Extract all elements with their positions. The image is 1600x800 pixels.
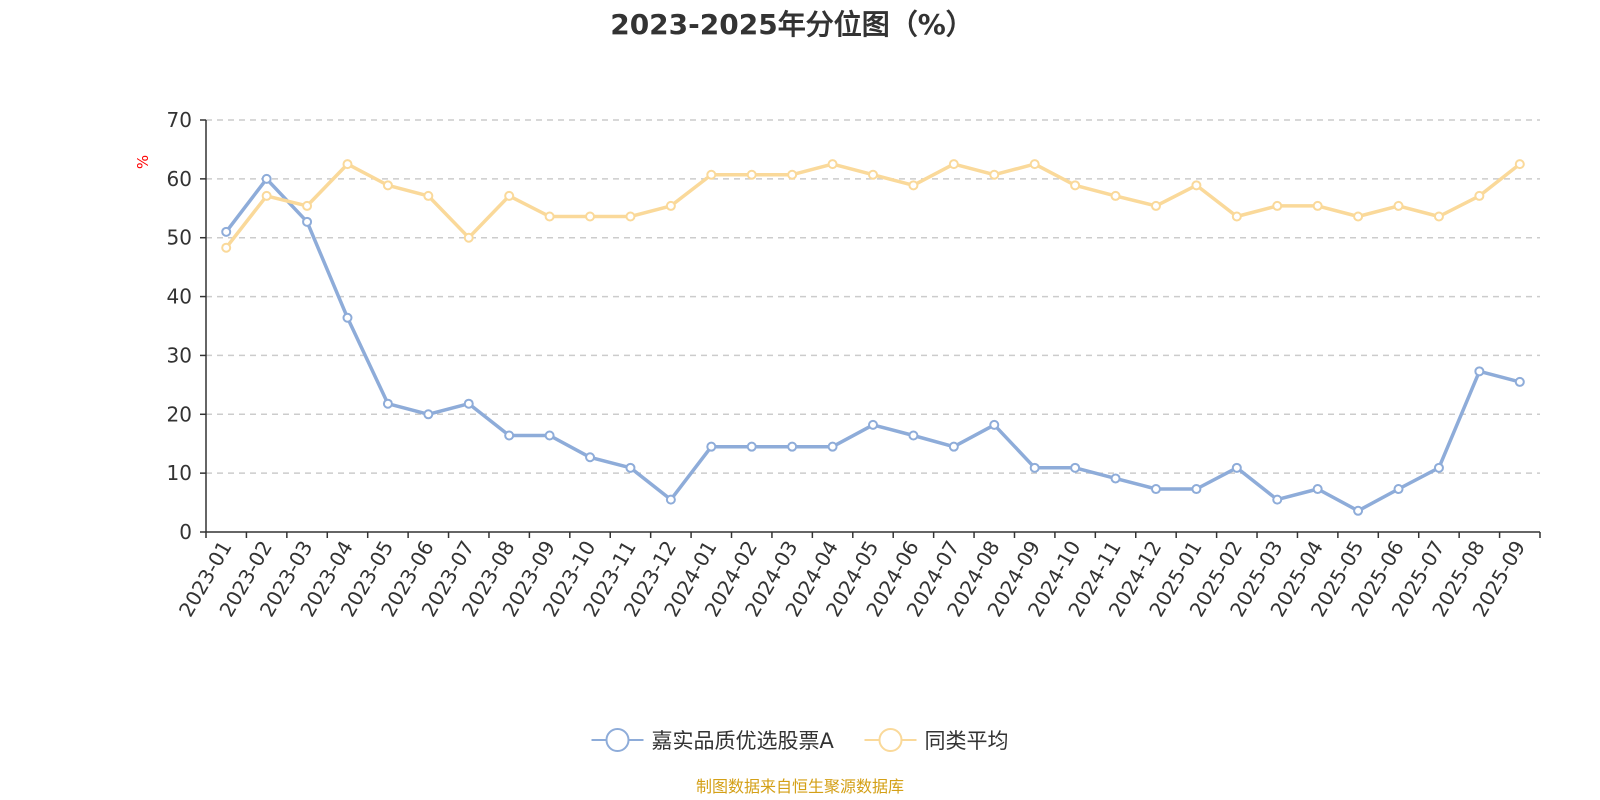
data-point[interactable] — [1150, 200, 1161, 211]
data-point[interactable] — [827, 159, 838, 170]
data-point[interactable] — [1110, 190, 1121, 201]
data-point[interactable] — [868, 419, 878, 430]
data-point[interactable] — [1393, 484, 1404, 495]
series-2 — [221, 159, 1525, 253]
y-tick-label: 10 — [167, 461, 192, 485]
data-point[interactable] — [1272, 200, 1283, 211]
data-point[interactable] — [1312, 200, 1323, 211]
series-line — [224, 177, 1521, 513]
data-point[interactable] — [1433, 211, 1444, 222]
y-tick-label: 30 — [167, 343, 192, 367]
data-point[interactable] — [787, 441, 798, 452]
data-point[interactable] — [1474, 366, 1485, 377]
series-lines — [221, 159, 1525, 516]
y-tick-label: 20 — [167, 402, 192, 426]
data-point[interactable] — [423, 190, 434, 201]
data-point[interactable] — [1231, 462, 1242, 473]
data-point[interactable] — [625, 462, 636, 473]
data-point[interactable] — [868, 169, 878, 180]
data-point[interactable] — [706, 441, 717, 452]
y-axis-unit-label: % — [134, 155, 152, 169]
data-point[interactable] — [1514, 159, 1525, 170]
data-point[interactable] — [544, 430, 555, 441]
data-point[interactable] — [787, 169, 798, 180]
data-point[interactable] — [908, 180, 919, 191]
data-point[interactable] — [1070, 462, 1081, 473]
data-point[interactable] — [1353, 505, 1364, 516]
series-1 — [221, 173, 1525, 516]
data-point[interactable] — [423, 409, 434, 420]
data-point[interactable] — [1150, 484, 1161, 495]
data-point[interactable] — [342, 312, 353, 323]
data-point[interactable] — [989, 419, 1000, 430]
data-point[interactable] — [948, 441, 959, 452]
data-point[interactable] — [1514, 376, 1525, 387]
data-point[interactable] — [585, 211, 596, 222]
axes: 0102030405060702023-012023-022023-032023… — [167, 108, 1541, 621]
data-point[interactable] — [1191, 180, 1202, 191]
y-tick-label: 70 — [167, 108, 192, 132]
legend-item[interactable]: 嘉实品质优选股票A — [591, 728, 835, 753]
data-point[interactable] — [827, 441, 838, 452]
data-point[interactable] — [665, 200, 676, 211]
data-point[interactable] — [261, 190, 272, 201]
data-point[interactable] — [585, 452, 596, 463]
legend-marker-icon — [878, 728, 903, 752]
legend-marker-icon — [605, 728, 630, 752]
data-point[interactable] — [261, 173, 272, 184]
data-point[interactable] — [706, 169, 717, 180]
data-point[interactable] — [382, 180, 393, 191]
data-point[interactable] — [1353, 211, 1364, 222]
data-point[interactable] — [1312, 484, 1323, 495]
y-tick-label: 0 — [179, 520, 192, 544]
data-point[interactable] — [989, 169, 1000, 180]
data-point[interactable] — [1110, 473, 1121, 484]
data-point[interactable] — [1029, 159, 1040, 170]
data-point[interactable] — [1029, 462, 1040, 473]
data-point[interactable] — [1231, 211, 1242, 222]
data-point[interactable] — [302, 200, 313, 211]
data-point[interactable] — [746, 441, 757, 452]
data-point[interactable] — [1474, 190, 1485, 201]
y-tick-label: 40 — [167, 285, 192, 309]
data-point[interactable] — [463, 398, 474, 409]
data-point[interactable] — [1272, 494, 1283, 505]
data-point[interactable] — [665, 494, 676, 505]
data-point[interactable] — [302, 216, 313, 227]
data-point[interactable] — [1070, 180, 1081, 191]
data-point[interactable] — [948, 159, 959, 170]
data-point[interactable] — [463, 232, 474, 243]
data-point[interactable] — [746, 169, 757, 180]
data-point[interactable] — [504, 430, 515, 441]
data-point[interactable] — [504, 190, 515, 201]
y-tick-label: 60 — [167, 167, 192, 191]
legend-label: 同类平均 — [925, 729, 1009, 753]
data-point[interactable] — [221, 242, 232, 253]
data-point[interactable] — [625, 211, 636, 222]
chart-title: 2023-2025年分位图（%） — [610, 8, 974, 41]
data-point[interactable] — [1433, 462, 1444, 473]
data-point[interactable] — [1191, 484, 1202, 495]
data-point[interactable] — [908, 430, 919, 441]
y-tick-label: 50 — [167, 226, 192, 250]
data-point[interactable] — [1393, 200, 1404, 211]
data-point[interactable] — [221, 226, 232, 237]
data-source-note: 制图数据来自恒生聚源数据库 — [696, 777, 904, 796]
data-point[interactable] — [382, 398, 393, 409]
legend-label: 嘉实品质优选股票A — [652, 729, 835, 753]
legend-item[interactable]: 同类平均 — [864, 728, 1009, 753]
data-point[interactable] — [342, 159, 353, 170]
data-point[interactable] — [544, 211, 555, 222]
legend[interactable]: 嘉实品质优选股票A 同类平均 — [591, 728, 1009, 753]
